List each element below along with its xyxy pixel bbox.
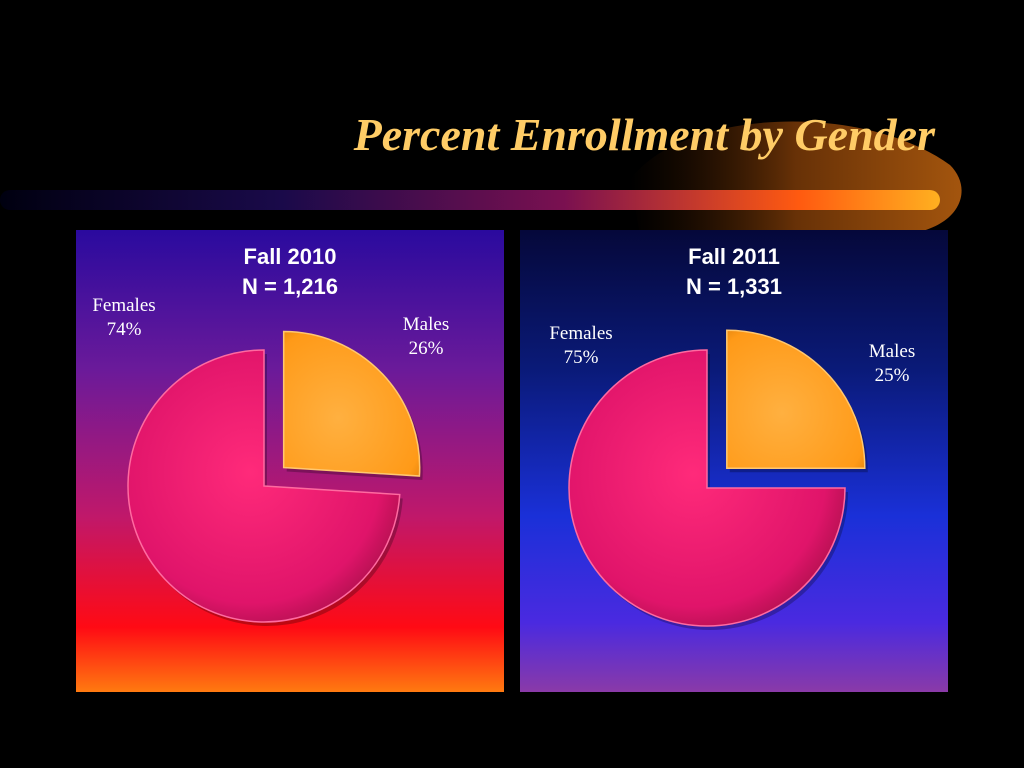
chart-subtitle-text: N = 1,216 (241, 274, 338, 299)
data-label-males: Males 26% (390, 313, 462, 361)
data-label-males-name: Males (868, 341, 916, 362)
data-label-males-value: 26% (408, 338, 444, 359)
data-label-females: Females 75% (540, 322, 622, 370)
data-label-males: Males 25% (856, 340, 928, 388)
data-label-females-value: 74% (106, 319, 142, 340)
pie-slice-males (726, 329, 866, 469)
chart-subtitle-text: N = 1,331 (685, 274, 782, 299)
pie-slice-females (127, 349, 401, 623)
data-label-females-value: 75% (563, 347, 599, 368)
chart-title: Fall 2010 N = 1,216 (76, 242, 504, 302)
data-label-males-value: 25% (874, 365, 910, 386)
chart-title-text: Fall 2010 (243, 244, 337, 269)
pie-slice-females (568, 349, 846, 627)
decorative-swoosh (0, 121, 962, 235)
chart-title: Fall 2011 N = 1,331 (520, 242, 948, 302)
pie-slice-males (282, 330, 421, 477)
data-label-females-name: Females (92, 295, 156, 316)
pie-svg (127, 330, 423, 626)
data-label-males-name: Males (402, 314, 450, 335)
pie-svg (568, 329, 868, 630)
slide-title: Percent Enrollment by Gender (353, 109, 935, 160)
pie-chart-fall-2010: Fall 2010 N = 1,216 Females 74% Males 26… (76, 230, 504, 692)
pie-chart-fall-2011: Fall 2011 N = 1,331 Females 75% Males 25… (520, 230, 948, 692)
data-label-females: Females 74% (84, 294, 164, 342)
data-label-females-name: Females (549, 323, 613, 344)
chart-title-text: Fall 2011 (688, 244, 780, 269)
